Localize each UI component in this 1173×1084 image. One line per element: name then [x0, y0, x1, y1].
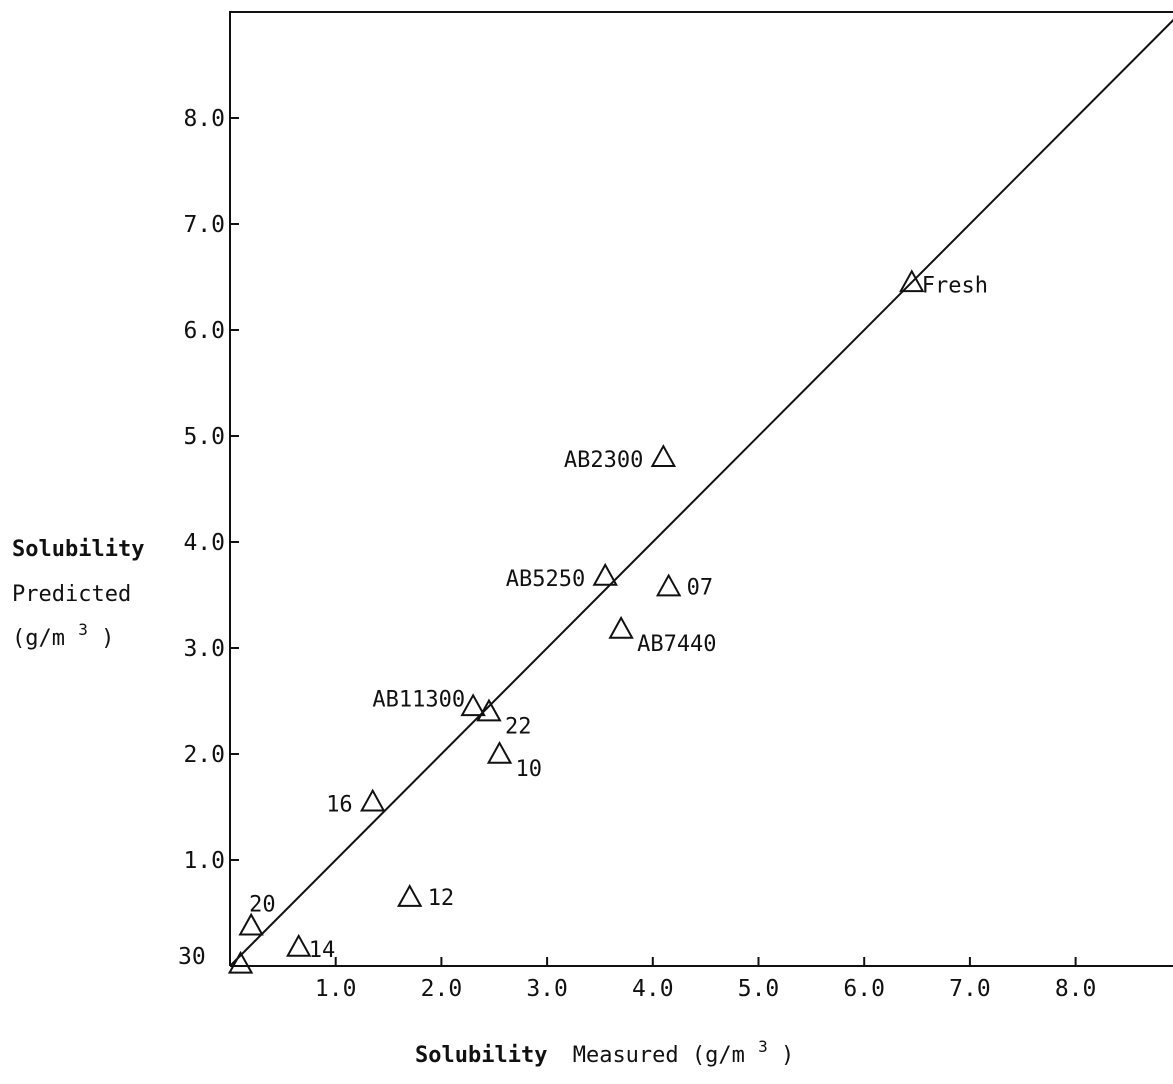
x-tick-label: 7.0: [949, 976, 991, 1002]
y-tick-label: 5.0: [183, 424, 225, 450]
x-axis-title-bold: Solubility: [415, 1043, 547, 1068]
data-point-marker: [227, 950, 254, 974]
data-point-label: 14: [309, 938, 336, 963]
data-point-marker: [592, 562, 618, 586]
data-point-marker: [359, 788, 386, 812]
data-point-marker: [238, 912, 264, 936]
data-point-marker: [608, 615, 634, 639]
data-point-label: AB11300: [372, 687, 465, 712]
data-point-marker: [486, 740, 513, 764]
data-point-marker: [650, 444, 677, 467]
data-point-marker: [655, 573, 682, 597]
x-tick-label: 8.0: [1055, 976, 1097, 1002]
y-axis-title-close: ): [101, 626, 114, 651]
y-tick-label: 7.0: [183, 212, 225, 238]
data-point-label: Fresh: [922, 273, 988, 298]
data-point-label: 07: [687, 576, 714, 601]
x-axis-title-close: ): [781, 1043, 794, 1068]
y-tick-label: 3.0: [183, 636, 225, 662]
origin-label: 30: [178, 944, 206, 970]
data-point-marker: [476, 698, 502, 722]
y-axis-title-sup: 3: [78, 620, 88, 639]
y-axis-title-line2: Predicted: [12, 582, 131, 607]
y-tick-label: 2.0: [183, 742, 225, 768]
x-tick-label: 2.0: [421, 976, 463, 1002]
data-point-label: 16: [326, 793, 353, 818]
data-point-marker: [396, 884, 423, 907]
data-point-label: 12: [428, 886, 455, 911]
y-tick-label: 6.0: [183, 318, 225, 344]
data-point-marker: [899, 269, 925, 293]
x-tick-label: 6.0: [843, 976, 885, 1002]
data-point-marker: [286, 933, 312, 957]
data-point-marker: [460, 693, 486, 717]
x-axis-title-sup: 3: [758, 1037, 768, 1056]
x-tick-label: 1.0: [315, 976, 357, 1002]
data-point-label: AB5250: [506, 567, 585, 592]
y-tick-label: 8.0: [183, 106, 225, 132]
data-point-label: 10: [516, 757, 543, 782]
data-point-label: AB7440: [637, 632, 716, 657]
x-tick-label: 4.0: [632, 976, 674, 1002]
fit-line: [229, 18, 1173, 967]
y-tick-label: 4.0: [183, 530, 225, 556]
y-axis-title-unit: (g/m: [12, 626, 65, 651]
y-axis-title-line3: (g/m 3 ): [12, 616, 114, 651]
x-tick-label: 5.0: [738, 976, 780, 1002]
x-axis-title-rest: Measured (g/m: [573, 1043, 745, 1068]
y-axis-title-line1: Solubility: [12, 537, 144, 562]
x-tick-label: 3.0: [526, 976, 568, 1002]
data-point-label: 20: [249, 893, 276, 918]
y-tick-label: 1.0: [183, 848, 225, 874]
data-point-label: AB2300: [564, 448, 643, 473]
data-point-label: 22: [505, 715, 531, 740]
x-axis-title: Solubility Measured (g/m 3 ): [415, 1033, 794, 1068]
